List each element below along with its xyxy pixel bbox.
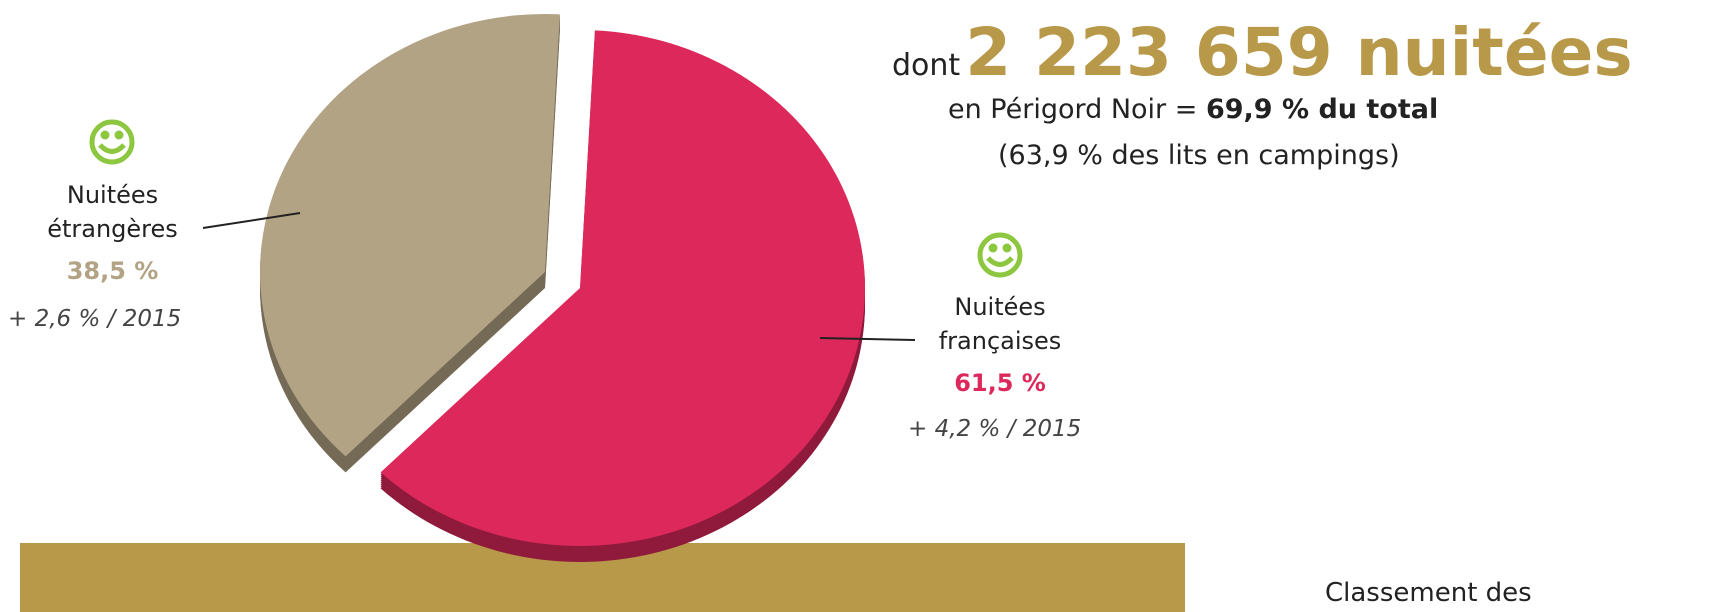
trend-annotation: + 2,6 % / 2015 bbox=[8, 306, 181, 332]
category-label: Nuitées étrangères bbox=[35, 178, 190, 246]
value-label: 38,5 % bbox=[35, 254, 190, 288]
smiley-icon bbox=[980, 235, 1020, 275]
headline-text: en Périgord Noir = bbox=[948, 94, 1197, 125]
trend-annotation: + 4,2 % / 2015 bbox=[908, 416, 1081, 442]
pie bbox=[260, 14, 865, 562]
smiley-icon bbox=[92, 122, 132, 162]
headline: dont 2 223 659 nuitées bbox=[892, 14, 1633, 91]
footer-text: Classement des bbox=[1325, 578, 1532, 608]
headline-figure: 2 223 659 nuitées bbox=[965, 14, 1632, 91]
headline-prefix: dont bbox=[892, 48, 960, 83]
headline-line: (63,9 % des lits en campings) bbox=[998, 140, 1400, 171]
headline-line: en Périgord Noir = 69,9 % du total bbox=[948, 94, 1438, 125]
chart bbox=[0, 0, 1722, 612]
page: Nuitées étrangères 38,5 % + 2,6 % / 2015… bbox=[0, 0, 1722, 612]
category-label: Nuitées françaises bbox=[920, 290, 1080, 358]
value-label: 61,5 % bbox=[920, 366, 1080, 400]
headline-bold: 69,9 % du total bbox=[1206, 94, 1438, 125]
